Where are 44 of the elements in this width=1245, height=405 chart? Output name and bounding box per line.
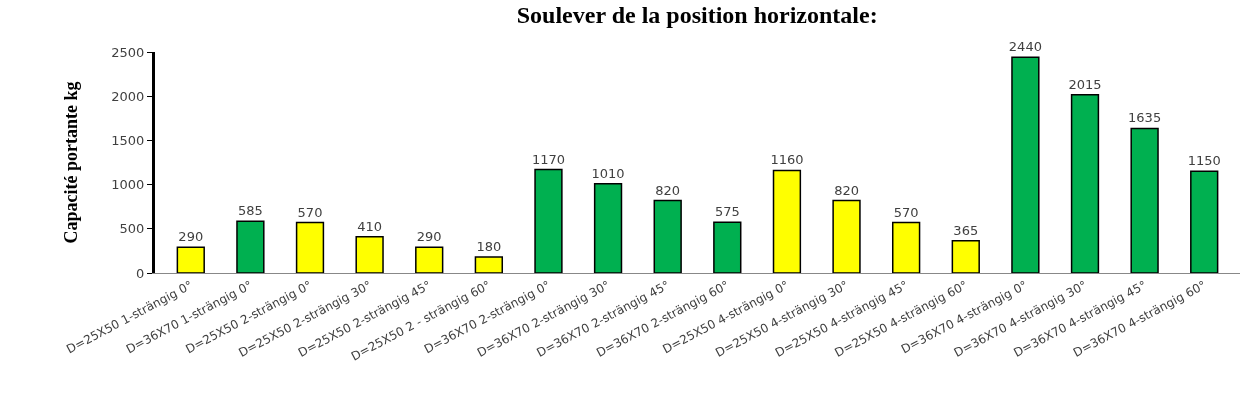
data-label: 570 — [297, 204, 323, 220]
bar — [891, 221, 921, 273]
bar — [832, 199, 861, 273]
bar — [355, 236, 384, 273]
data-label: 180 — [476, 239, 502, 255]
data-label: 1635 — [1128, 110, 1162, 126]
data-label: 290 — [416, 229, 442, 245]
data-label: 575 — [714, 204, 740, 220]
chart-title: Soulever de la position horizontale: — [516, 1, 878, 28]
y-tick-label: 2000 — [111, 88, 145, 104]
y-axis-title: Capacité portante kg — [60, 81, 81, 244]
data-label: 2440 — [1008, 39, 1042, 55]
bar — [951, 239, 980, 273]
y-tick-label: 2500 — [111, 44, 145, 60]
y-tick-label: 0 — [136, 265, 145, 281]
data-label: 585 — [237, 203, 263, 219]
bar — [176, 246, 205, 273]
data-label: 2015 — [1068, 76, 1102, 92]
y-tick-label: 1500 — [111, 132, 145, 148]
data-label: 1150 — [1187, 153, 1221, 169]
data-label: 1010 — [591, 165, 625, 181]
data-label: 570 — [893, 204, 919, 220]
bar — [534, 168, 563, 273]
bar — [295, 221, 325, 273]
bar — [474, 256, 504, 273]
bar — [1190, 170, 1219, 273]
data-label: 290 — [178, 229, 204, 245]
data-label: 820 — [655, 182, 681, 198]
bar — [1130, 127, 1159, 273]
y-tick-label: 500 — [119, 221, 145, 237]
bar — [1011, 56, 1040, 273]
bar — [415, 246, 444, 273]
bar — [593, 182, 623, 273]
data-label: 820 — [834, 182, 859, 198]
data-label: 410 — [357, 218, 383, 234]
data-label: 1170 — [531, 151, 566, 167]
bar — [713, 221, 742, 273]
bar — [236, 220, 265, 273]
bar — [772, 169, 802, 273]
data-label: 365 — [953, 222, 979, 238]
y-tick-label: 1000 — [111, 177, 145, 193]
bar — [653, 199, 682, 273]
bar — [1070, 94, 1100, 273]
data-label: 1160 — [770, 152, 804, 168]
